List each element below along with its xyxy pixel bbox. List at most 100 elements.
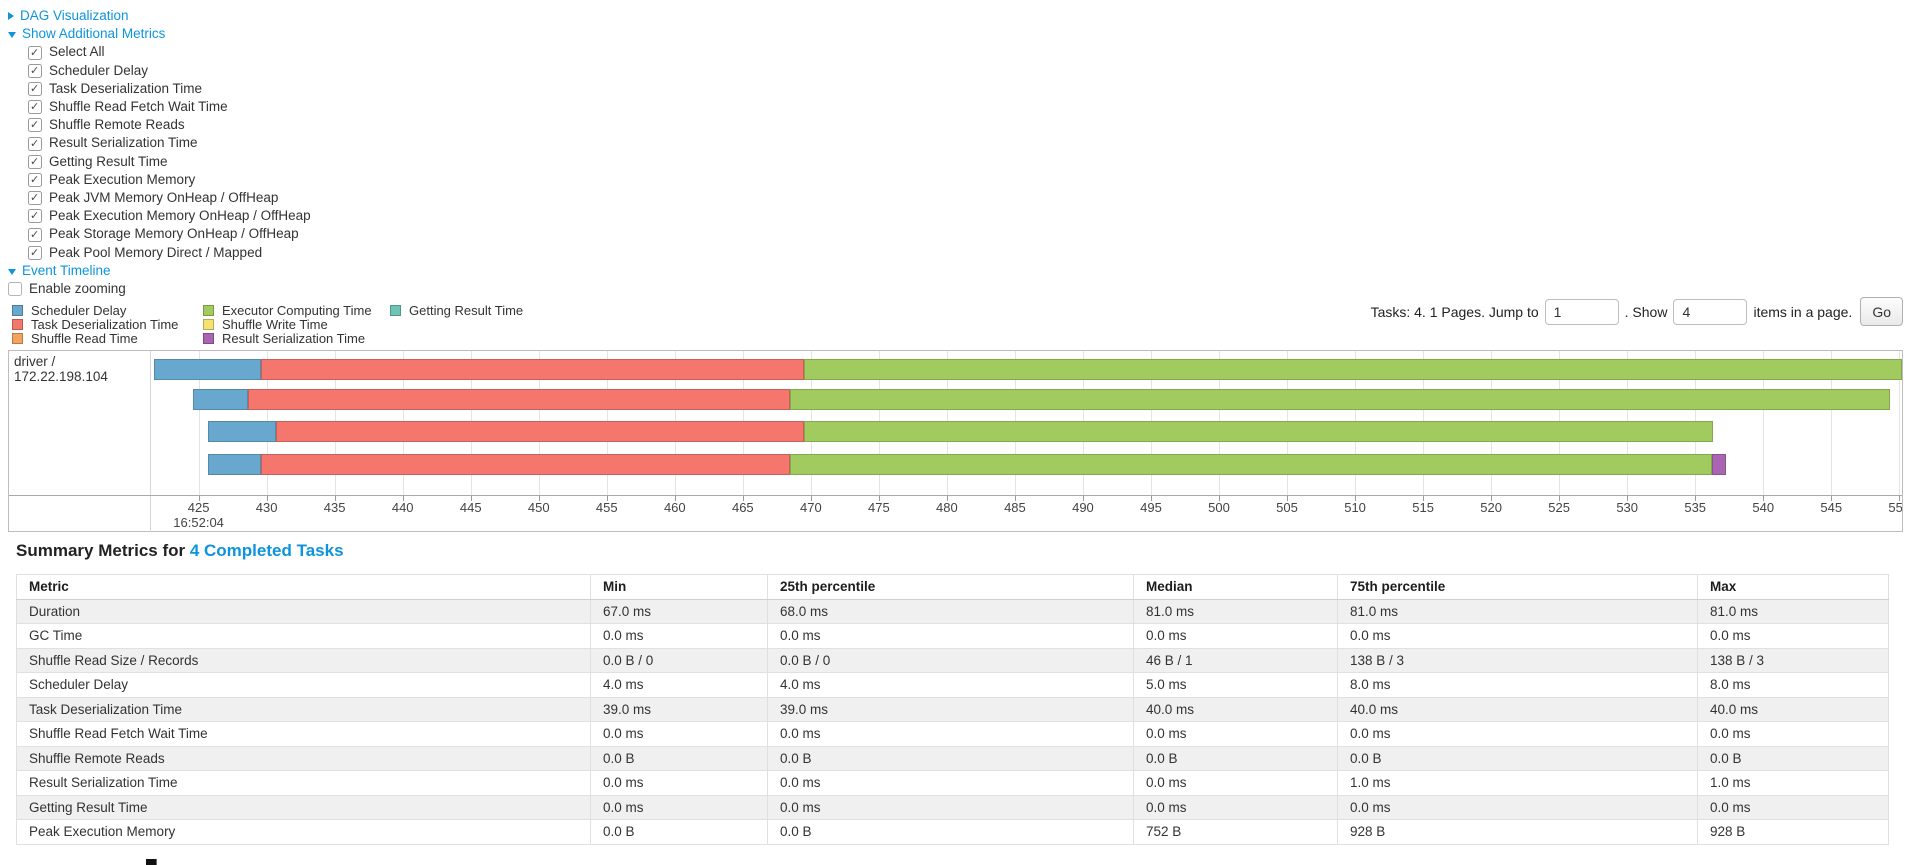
task-bar-segment-scheduler_delay[interactable] <box>208 454 262 475</box>
task-bar-segment-deserialization[interactable] <box>261 454 791 475</box>
axis-tick <box>334 496 336 501</box>
axis-tick-label: 490 <box>1072 500 1094 515</box>
axis-tick <box>402 496 404 501</box>
metric-checkbox[interactable] <box>28 116 42 135</box>
table-row: GC Time 0.0 ms 0.0 ms 0.0 ms 0.0 ms 0.0 ms <box>16 623 1889 649</box>
metric-checkbox-label: Scheduler Delay <box>49 62 149 78</box>
task-bar-segment-result_serialization[interactable] <box>1711 454 1727 475</box>
items-per-page-input[interactable] <box>1673 298 1748 325</box>
legend-label: Shuffle Write Time <box>222 316 328 332</box>
metric-checkbox[interactable] <box>28 44 42 62</box>
metric-checkbox[interactable] <box>28 62 42 80</box>
table-cell: 0.0 B <box>1133 745 1338 771</box>
axis-tick <box>1287 496 1289 501</box>
axis-tick <box>946 496 948 501</box>
task-bar-segment-deserialization[interactable] <box>261 359 805 380</box>
metric-checkbox-row: Shuffle Read Fetch Wait Time <box>8 98 311 116</box>
metric-checkbox-row: Peak Execution Memory <box>8 171 311 189</box>
legend-label: Executor Computing Time <box>222 302 372 318</box>
axis-tick-label: 540 <box>1752 500 1775 515</box>
axis-gridline <box>1831 351 1833 495</box>
timeline-plot-area[interactable] <box>151 351 1902 495</box>
axis-tick-label: 510 <box>1344 500 1366 515</box>
table-header-cell: 25th percentile <box>767 574 1134 600</box>
task-bar-segment-executor_computing[interactable] <box>804 421 1713 442</box>
summary-metrics-section: Summary Metrics for 4 Completed Tasks Me… <box>16 541 1889 845</box>
metric-checkbox[interactable] <box>28 244 42 262</box>
table-cell: 0.0 ms <box>1337 623 1698 649</box>
metric-checkbox-row: Result Serialization Time <box>8 134 311 153</box>
axis-tick <box>1763 496 1765 501</box>
legend-item: Shuffle Write Time <box>203 316 390 332</box>
axis-tick <box>1491 496 1493 501</box>
completed-tasks-link[interactable]: 4 Completed Tasks <box>189 541 344 560</box>
dag-visualization-toggle[interactable]: DAG Visualization <box>8 7 311 25</box>
task-bar-segment-executor_computing[interactable] <box>804 359 1902 380</box>
axis-tick-label: 450 <box>527 500 550 515</box>
axis-tick <box>1082 496 1084 501</box>
table-cell: 0.0 ms <box>1133 770 1338 796</box>
metric-checkbox[interactable] <box>28 226 42 244</box>
task-bar-segment-scheduler_delay[interactable] <box>208 421 277 442</box>
table-cell: Shuffle Read Size / Records <box>16 647 591 673</box>
table-cell: 0.0 B <box>767 819 1134 845</box>
table-cell: 8.0 ms <box>1337 672 1698 698</box>
metric-checkbox-label: Shuffle Read Fetch Wait Time <box>49 99 228 115</box>
table-cell: 138 B / 3 <box>1697 647 1889 673</box>
legend-label: Result Serialization Time <box>222 330 366 346</box>
task-bar-segment-scheduler_delay[interactable] <box>153 359 262 380</box>
table-row: Peak Execution Memory 0.0 B 0.0 B 752 B 928 … <box>16 819 1889 845</box>
axis-tick <box>470 496 472 501</box>
enable-zooming-checkbox[interactable] <box>8 282 22 297</box>
table-cell: 5.0 ms <box>1133 672 1338 698</box>
axis-tick <box>674 496 676 501</box>
task-bar-segment-deserialization[interactable] <box>247 389 791 410</box>
table-cell: 0.0 ms <box>1697 623 1889 649</box>
table-cell: 0.0 ms <box>1697 721 1889 747</box>
event-timeline-toggle[interactable]: Event Timeline <box>8 262 311 280</box>
jump-to-page-input[interactable] <box>1544 298 1619 325</box>
task-bar-segment-executor_computing[interactable] <box>790 454 1712 475</box>
table-cell: 0.0 B <box>1697 745 1889 771</box>
metric-checkbox-label: Peak Pool Memory Direct / Mapped <box>49 244 263 260</box>
cutoff-partial-content: █ <box>146 859 160 865</box>
table-cell: 0.0 ms <box>590 770 768 796</box>
metric-checkbox[interactable] <box>28 207 42 226</box>
task-bar-segment-deserialization[interactable] <box>276 421 805 442</box>
metric-checkbox[interactable] <box>28 171 42 189</box>
table-cell: 0.0 ms <box>767 623 1134 649</box>
axis-tick <box>1423 496 1425 501</box>
table-cell: 0.0 ms <box>1337 721 1698 747</box>
axis-tick-label: 465 <box>731 500 754 515</box>
table-row: Duration 67.0 ms 68.0 ms 81.0 ms 81.0 ms 81.0… <box>16 598 1889 624</box>
legend-item: Task Deserialization Time <box>12 317 203 332</box>
axis-tick <box>1559 496 1561 501</box>
metric-checkbox-label: Getting Result Time <box>49 153 168 169</box>
table-row: Getting Result Time 0.0 ms 0.0 ms 0.0 ms 0.0… <box>16 794 1889 820</box>
task-bar-segment-executor_computing[interactable] <box>790 389 1890 410</box>
timeline-header-band: Scheduler Delay Task Deserialization Time… <box>8 295 1903 348</box>
legend-swatch <box>390 304 401 316</box>
axis-tick <box>538 496 540 501</box>
table-cell: Peak Execution Memory <box>16 819 591 845</box>
metric-checkbox[interactable] <box>28 98 42 116</box>
metric-checkbox[interactable] <box>28 135 42 153</box>
go-button[interactable]: Go <box>1860 297 1903 326</box>
axis-tick <box>1355 496 1357 501</box>
timeline-legend: Scheduler Delay Task Deserialization Time… <box>12 303 523 346</box>
table-cell: 0.0 ms <box>767 721 1134 747</box>
metric-checkbox-label: Peak JVM Memory OnHeap / OffHeap <box>49 190 279 206</box>
axis-tick-label: 520 <box>1480 500 1502 515</box>
table-cell: 39.0 ms <box>767 696 1134 722</box>
axis-tick <box>1150 496 1152 501</box>
legend-swatch <box>12 318 23 330</box>
axis-tick <box>1695 496 1697 501</box>
table-cell: 81.0 ms <box>1337 598 1698 624</box>
metric-checkbox[interactable] <box>28 153 42 171</box>
metric-checkbox[interactable] <box>28 80 42 98</box>
metric-checkbox[interactable] <box>28 189 42 207</box>
table-cell: 928 B <box>1337 819 1698 845</box>
show-additional-metrics-toggle[interactable]: Show Additional Metrics <box>8 25 311 43</box>
axis-tick-label: 470 <box>799 500 822 515</box>
task-bar-segment-scheduler_delay[interactable] <box>193 389 248 410</box>
